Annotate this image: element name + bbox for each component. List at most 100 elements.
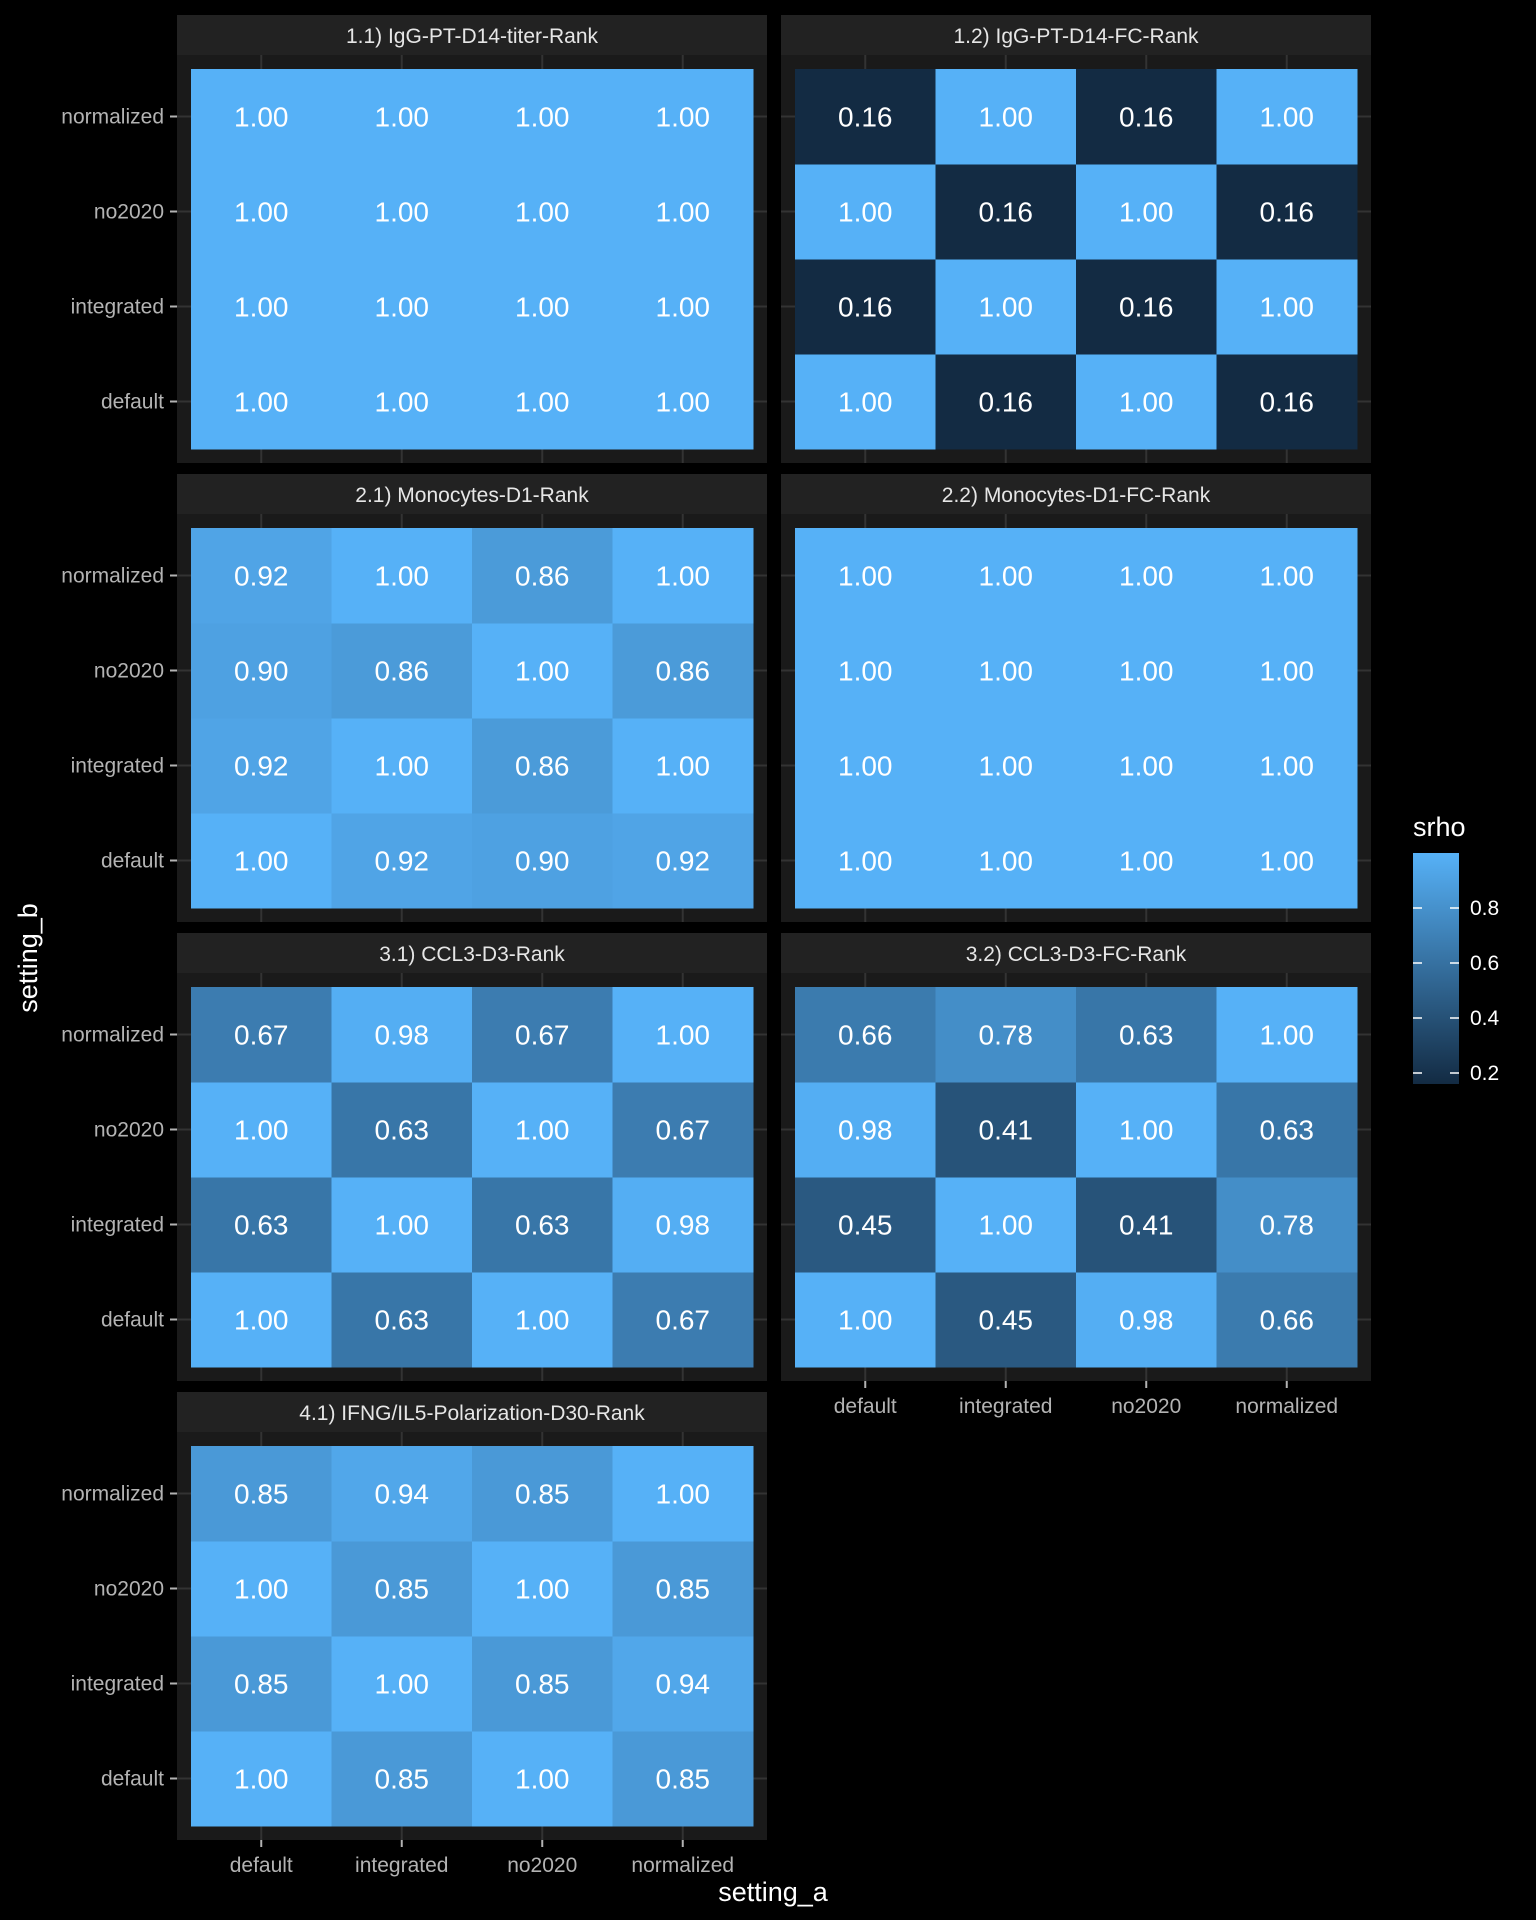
- x-tick-label: integrated: [355, 1854, 448, 1877]
- cell-label: 0.92: [234, 561, 289, 592]
- heatmap-cell: [1076, 164, 1217, 260]
- cell-label: 1.00: [979, 1210, 1034, 1241]
- cell-label: 1.00: [838, 751, 893, 782]
- heatmap-cell: [1216, 528, 1358, 624]
- cell-label: 1.00: [375, 102, 430, 133]
- heatmap-cell: [472, 1272, 613, 1368]
- legend-title: srho: [1413, 812, 1466, 842]
- cell-label: 0.85: [515, 1669, 570, 1700]
- cell-label: 0.92: [234, 751, 289, 782]
- y-tick-label: default: [101, 391, 164, 414]
- heatmap-cell: [472, 1731, 613, 1827]
- cell-label: 0.86: [515, 751, 570, 782]
- facet-title: 4.1) IFNG/IL5-Polarization-D30-Rank: [299, 1402, 645, 1425]
- heatmap-cell: [472, 354, 613, 450]
- facet-title: 2.2) Monocytes-D1-FC-Rank: [942, 484, 1211, 507]
- heatmap-cell: [331, 987, 473, 1083]
- heatmap-cell: [472, 528, 613, 624]
- cell-label: 1.00: [838, 1305, 893, 1336]
- heatmap-cell: [1216, 1082, 1358, 1178]
- legend-tick-label: 0.4: [1470, 1007, 1500, 1030]
- heatmap-cell: [1216, 623, 1358, 719]
- heatmap-cell: [795, 718, 936, 814]
- cell-label: 1.00: [375, 387, 430, 418]
- heatmap-cell: [795, 1177, 936, 1273]
- cell-label: 0.92: [656, 846, 711, 877]
- cell-label: 1.00: [838, 197, 893, 228]
- heatmap-cell: [191, 1636, 332, 1732]
- heatmap-cell: [191, 1731, 332, 1827]
- cell-label: 1.00: [656, 387, 711, 418]
- heatmap-cell: [1076, 987, 1217, 1083]
- facet-strip: [781, 15, 1371, 55]
- heatmap-cell: [191, 69, 332, 165]
- facet-strip: [177, 15, 767, 55]
- heatmap-cell: [191, 987, 332, 1083]
- heatmap-cell: [472, 987, 613, 1083]
- cell-label: 0.94: [375, 1479, 430, 1510]
- heatmap-cell: [935, 1082, 1077, 1178]
- cell-label: 1.00: [375, 561, 430, 592]
- cell-label: 1.00: [656, 1020, 711, 1051]
- heatmap-cell: [612, 1731, 754, 1827]
- cell-label: 0.85: [234, 1669, 289, 1700]
- heatmap-cell: [331, 1446, 473, 1542]
- heatmap-cell: [472, 164, 613, 260]
- cell-label: 1.00: [234, 1764, 289, 1795]
- heatmap-cell: [472, 718, 613, 814]
- facet-title: 1.1) IgG-PT-D14-titer-Rank: [346, 25, 599, 48]
- legend-tick-label: 0.8: [1470, 897, 1499, 920]
- cell-label: 0.86: [375, 656, 430, 687]
- cell-label: 1.00: [838, 561, 893, 592]
- heatmap-cell: [191, 1082, 332, 1178]
- cell-label: 1.00: [515, 292, 570, 323]
- cell-label: 0.16: [838, 292, 893, 323]
- heatmap-cell: [935, 623, 1077, 719]
- cell-label: 0.63: [234, 1210, 289, 1241]
- y-tick-label: normalized: [61, 1024, 164, 1047]
- heatmap-cell: [331, 623, 473, 719]
- heatmap-cell: [472, 259, 613, 355]
- heatmap-cell: [191, 259, 332, 355]
- cell-label: 1.00: [979, 561, 1034, 592]
- y-tick-label: default: [101, 850, 164, 873]
- facet-title: 3.1) CCL3-D3-Rank: [379, 943, 565, 966]
- x-tick-label: integrated: [959, 1395, 1052, 1418]
- heatmap-cell: [935, 164, 1077, 260]
- heatmap-cell: [795, 813, 936, 909]
- heatmap-cell: [331, 259, 473, 355]
- heatmap-cell: [935, 1177, 1077, 1273]
- facet-title: 1.2) IgG-PT-D14-FC-Rank: [953, 25, 1199, 48]
- cell-label: 1.00: [838, 846, 893, 877]
- heatmap-cell: [612, 1446, 754, 1542]
- legend-tick-label: 0.2: [1470, 1062, 1499, 1085]
- x-tick-label: normalized: [631, 1854, 734, 1877]
- cell-label: 1.00: [1260, 656, 1315, 687]
- cell-label: 1.00: [1260, 751, 1315, 782]
- heatmap-cell: [472, 1636, 613, 1732]
- legend-tick-label: 0.6: [1470, 952, 1499, 975]
- y-tick-label: integrated: [71, 1673, 164, 1696]
- cell-label: 0.85: [375, 1574, 430, 1605]
- cell-label: 0.16: [1260, 197, 1315, 228]
- cell-label: 1.00: [1260, 846, 1315, 877]
- heatmap-cell: [331, 718, 473, 814]
- x-axis-title: setting_a: [718, 1877, 829, 1907]
- heatmap-cell: [935, 718, 1077, 814]
- x-tick-label: default: [834, 1395, 897, 1418]
- cell-label: 1.00: [1119, 656, 1174, 687]
- x-tick-label: no2020: [507, 1854, 577, 1877]
- cell-label: 1.00: [234, 387, 289, 418]
- cell-label: 0.78: [979, 1020, 1034, 1051]
- heatmap-cell: [795, 1272, 936, 1368]
- cell-label: 0.92: [375, 846, 430, 877]
- y-tick-label: no2020: [94, 660, 164, 683]
- cell-label: 0.63: [375, 1305, 430, 1336]
- cell-label: 0.63: [1260, 1115, 1315, 1146]
- heatmap-cell: [472, 813, 613, 909]
- heatmap-cell: [612, 354, 754, 450]
- heatmap-cell: [1076, 354, 1217, 450]
- cell-label: 0.41: [979, 1115, 1034, 1146]
- cell-label: 1.00: [515, 656, 570, 687]
- cell-label: 1.00: [234, 102, 289, 133]
